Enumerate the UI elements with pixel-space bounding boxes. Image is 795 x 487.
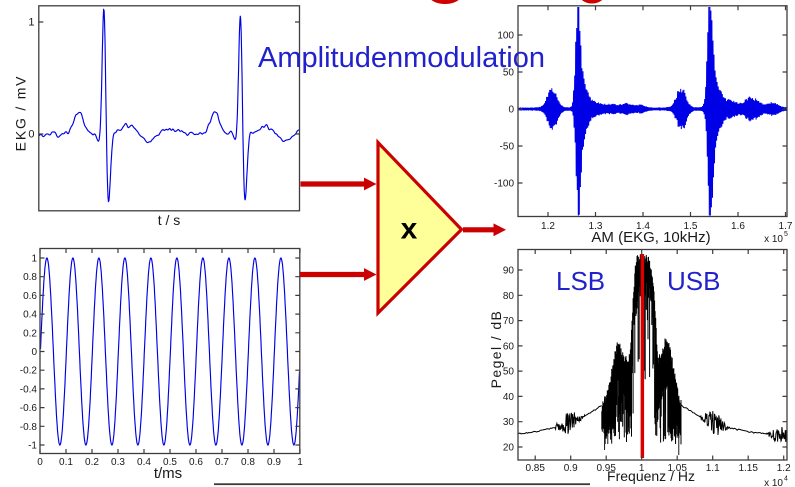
svg-text:1.2: 1.2 [777, 463, 791, 474]
svg-text:5: 5 [784, 231, 788, 238]
svg-text:-100: -100 [494, 179, 514, 190]
svg-text:0.7: 0.7 [215, 457, 229, 468]
svg-text:0.3: 0.3 [111, 457, 125, 468]
svg-text:x 10: x 10 [764, 478, 783, 487]
svg-text:1.1: 1.1 [706, 463, 720, 474]
svg-text:0: 0 [37, 457, 43, 468]
svg-text:4: 4 [784, 476, 788, 483]
svg-text:0: 0 [31, 347, 37, 358]
svg-text:Amplitudenmodulation: Amplitudenmodulation [258, 42, 545, 74]
svg-text:USB: USB [667, 266, 720, 296]
svg-text:50: 50 [503, 68, 515, 79]
svg-text:Pegel / dB: Pegel / dB [488, 310, 504, 389]
svg-text:90: 90 [503, 266, 515, 277]
svg-text:0.6: 0.6 [23, 291, 37, 302]
svg-text:20: 20 [503, 443, 515, 454]
svg-text:0.5: 0.5 [163, 457, 177, 468]
svg-text:x 10: x 10 [764, 234, 783, 245]
svg-text:AM (EKG, 10kHz): AM (EKG, 10kHz) [591, 229, 710, 246]
svg-text:100: 100 [497, 31, 514, 42]
svg-text:1.15: 1.15 [738, 463, 758, 474]
svg-text:1: 1 [297, 457, 303, 468]
svg-text:-1: -1 [28, 441, 37, 452]
svg-text:-50: -50 [500, 142, 515, 153]
svg-text:LSB: LSB [556, 266, 605, 296]
svg-text:50: 50 [503, 367, 515, 378]
svg-text:40: 40 [503, 392, 515, 403]
svg-text:30: 30 [503, 417, 515, 428]
svg-text:0.85: 0.85 [525, 463, 545, 474]
svg-text:0.4: 0.4 [137, 457, 151, 468]
svg-text:1: 1 [28, 17, 34, 29]
svg-text:0.4: 0.4 [23, 310, 37, 321]
svg-text:0.9: 0.9 [267, 457, 281, 468]
svg-text:1: 1 [639, 463, 645, 474]
svg-text:1.6: 1.6 [731, 221, 745, 232]
svg-text:70: 70 [503, 316, 515, 327]
svg-text:0.1: 0.1 [59, 457, 73, 468]
svg-text:0.95: 0.95 [596, 463, 616, 474]
svg-text:Frequenz / Hz: Frequenz / Hz [607, 468, 695, 484]
svg-text:0.8: 0.8 [241, 457, 255, 468]
svg-text:1.7: 1.7 [779, 221, 793, 232]
svg-text:1.2: 1.2 [541, 221, 555, 232]
svg-text:EKG / mV: EKG / mV [13, 75, 29, 152]
svg-text:0.2: 0.2 [23, 328, 37, 339]
svg-text:1.5: 1.5 [684, 221, 698, 232]
svg-text:60: 60 [503, 341, 515, 352]
svg-text:1: 1 [31, 254, 37, 265]
svg-text:1.3: 1.3 [589, 221, 603, 232]
svg-text:-0.6: -0.6 [20, 403, 38, 414]
svg-text:-0.2: -0.2 [20, 366, 38, 377]
svg-text:0.9: 0.9 [564, 463, 578, 474]
svg-text:0: 0 [28, 129, 34, 141]
svg-text:t / s: t / s [158, 212, 181, 228]
svg-text:0.8: 0.8 [23, 272, 37, 283]
svg-text:1.4: 1.4 [636, 221, 650, 232]
svg-text:0.6: 0.6 [189, 457, 203, 468]
svg-text:-0.8: -0.8 [20, 422, 38, 433]
svg-text:0.2: 0.2 [85, 457, 99, 468]
svg-text:80: 80 [503, 291, 515, 302]
svg-text:0: 0 [508, 105, 514, 116]
svg-text:t/ms: t/ms [154, 465, 182, 482]
svg-text:1.05: 1.05 [667, 463, 687, 474]
svg-text:x: x [401, 213, 418, 246]
svg-text:-0.4: -0.4 [20, 384, 38, 395]
